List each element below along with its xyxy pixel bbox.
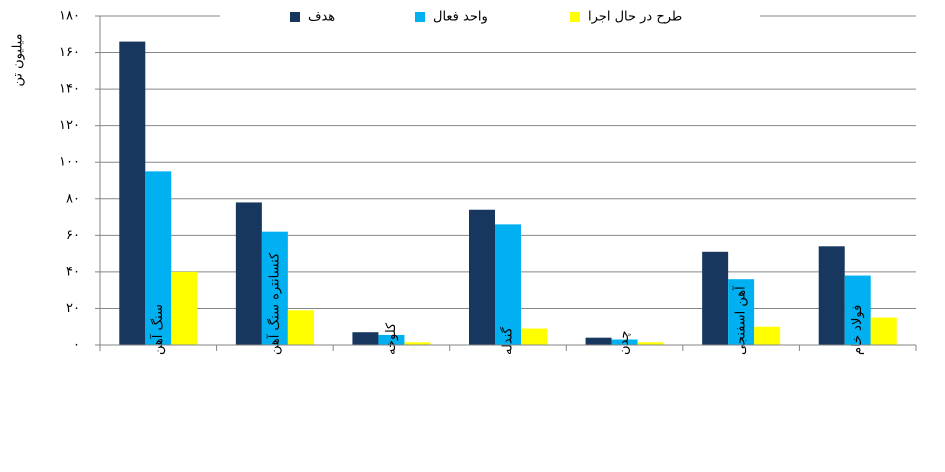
x-tick-label: فولاد خام [850,305,865,355]
legend-label: هدف [308,10,335,25]
bar [287,310,314,345]
legend-swatch [415,12,425,22]
y-tick-label: ۰ [73,338,80,353]
x-tick-label: چدن [617,331,632,355]
y-tick-label: ۲۰ [66,301,80,316]
y-tick-label: ۴۰ [66,264,80,279]
bar [585,337,612,345]
legend-swatch [290,12,300,22]
y-axis-title: میلیون تن [11,33,26,86]
y-tick-label: ۱۰۰ [59,155,80,170]
bar [728,279,755,345]
x-tick-label: کنسانتره سنگ آهن [265,252,282,355]
bar [404,342,431,345]
bar [171,271,198,345]
y-tick-label: ۱۸۰ [59,9,80,24]
bar [521,328,547,345]
bar [754,326,781,345]
bar [352,332,379,345]
x-tick-label: آهن اسفنجی [732,285,749,355]
x-tick-label: سنگ آهن [149,304,166,355]
bar [378,334,405,345]
legend-label: واحد فعال [433,10,488,25]
y-tick-label: ۱۲۰ [59,118,80,133]
x-tick-label: گندله [500,326,516,355]
bar [119,41,146,345]
bar [870,317,897,345]
bar [637,342,664,345]
bar [145,171,172,345]
y-tick-label: ۱۴۰ [59,82,80,97]
bar [469,209,495,345]
y-tick-label: ۸۰ [66,191,80,206]
y-tick-label: ۶۰ [66,228,80,243]
bar [844,275,871,345]
bar [261,231,288,345]
bar [611,339,638,345]
legend-box [220,6,760,28]
bar [702,251,729,345]
x-tick-label: کلوخه [384,322,399,355]
bar [235,202,262,345]
bar [818,246,845,345]
legend-swatch [570,12,580,22]
bar [495,224,521,345]
legend-label: طرح در حال اجرا [588,10,682,25]
y-tick-label: ۱۶۰ [59,45,80,60]
